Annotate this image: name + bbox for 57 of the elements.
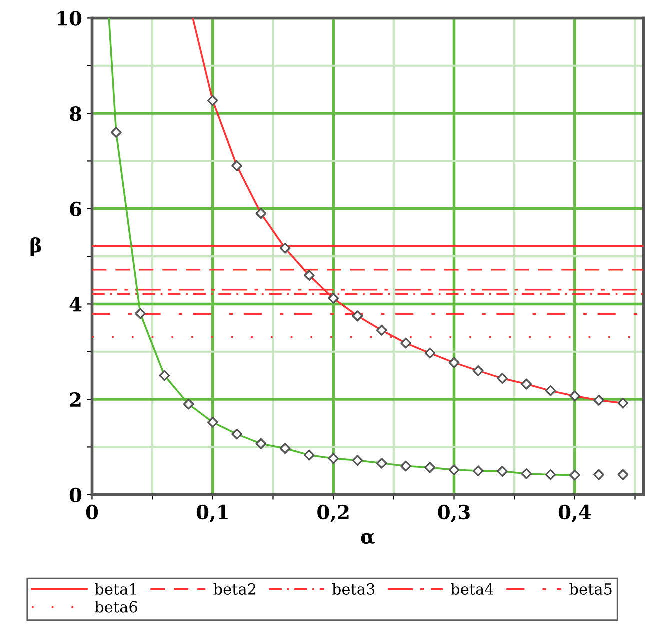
point [497, 466, 508, 477]
point [400, 460, 412, 472]
x-tick-label: 0,2 [318, 504, 349, 523]
point [328, 293, 340, 304]
point [110, 127, 122, 138]
point [183, 398, 194, 410]
point [352, 455, 364, 466]
point [280, 443, 291, 454]
point [232, 160, 242, 172]
point [618, 398, 629, 409]
point [472, 466, 484, 476]
point [594, 469, 605, 480]
x-tick-label: 0,4 [558, 504, 592, 523]
point [521, 378, 532, 390]
point [256, 438, 267, 450]
point [497, 373, 508, 384]
x-tick-label: 0,3 [438, 504, 470, 523]
point [232, 428, 242, 440]
point [618, 469, 629, 480]
point [280, 242, 291, 254]
point [594, 395, 605, 406]
point [472, 365, 484, 376]
y-axis-title: β [30, 238, 42, 257]
legend-label: beta1 [95, 583, 136, 595]
legend-label: beta6 [95, 600, 138, 613]
x-tick-label: 0,1 [196, 504, 228, 523]
x-axis-title: α [361, 533, 375, 544]
point [424, 462, 436, 474]
point [376, 458, 388, 469]
point [207, 95, 218, 106]
point [569, 470, 580, 481]
point [376, 324, 388, 336]
point [256, 208, 267, 220]
legend-label: beta2 [214, 583, 256, 595]
point [328, 453, 340, 464]
y-tick-label: 8 [70, 106, 82, 122]
y-tick-label: 2 [70, 392, 81, 407]
point [424, 348, 436, 359]
y-tick-label: 6 [70, 202, 82, 217]
y-tick-label: 0 [70, 488, 82, 503]
point [545, 386, 556, 396]
point [304, 270, 315, 282]
point [569, 390, 580, 402]
point [304, 450, 315, 461]
point [135, 308, 146, 320]
point [521, 468, 532, 480]
point [545, 469, 556, 480]
point [207, 416, 218, 428]
point [352, 310, 364, 322]
point [159, 370, 170, 382]
legend-label: beta3 [332, 583, 375, 595]
legend-label: beta4 [451, 583, 494, 595]
point [400, 338, 412, 349]
y-tick-label: 4 [70, 297, 82, 312]
legend-label: beta5 [570, 583, 612, 595]
x-tick-label: 0 [86, 504, 98, 520]
y-tick-label: 10 [58, 11, 82, 26]
